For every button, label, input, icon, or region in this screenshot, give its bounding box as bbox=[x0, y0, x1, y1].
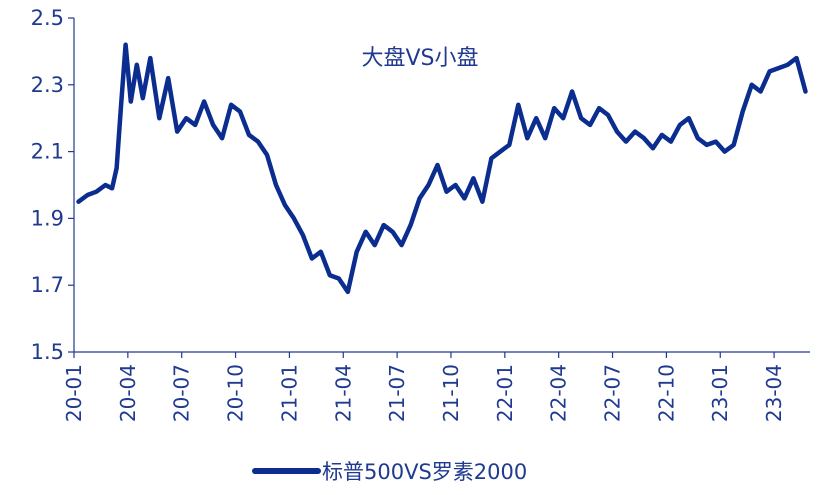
chart-annotation: 大盘VS小盘 bbox=[361, 46, 478, 71]
y-tick-label: 2.3 bbox=[31, 73, 64, 97]
series-layer bbox=[76, 42, 808, 295]
y-tick-label: 1.7 bbox=[31, 273, 64, 297]
x-tick-label: 21-10 bbox=[439, 364, 463, 422]
series-line bbox=[76, 42, 808, 295]
y-axis: 1.5 1.7 1.9 2.1 2.3 2.5 bbox=[31, 6, 75, 364]
x-tick-label: 22-01 bbox=[493, 364, 517, 422]
x-tick-label: 22-10 bbox=[654, 364, 678, 422]
legend-label: 标普500VS罗素2000 bbox=[322, 460, 527, 484]
x-tick-label: 20-07 bbox=[170, 364, 194, 422]
x-axis: 20-01 20-04 20-07 20-10 21-01 21-04 21-07 21-10… bbox=[62, 351, 810, 422]
y-tick-label: 1.9 bbox=[31, 206, 64, 230]
x-tick-label: 22-04 bbox=[547, 364, 571, 422]
x-tick-label: 21-04 bbox=[331, 364, 355, 422]
x-tick-label: 22-07 bbox=[601, 364, 625, 422]
legend: 标普500VS罗素2000 bbox=[252, 460, 527, 484]
x-tick-label: 21-07 bbox=[385, 364, 409, 422]
x-tick-label: 20-10 bbox=[224, 364, 248, 422]
y-tick-label: 2.1 bbox=[31, 140, 64, 164]
x-tick-label: 21-01 bbox=[277, 364, 301, 422]
y-tick-label: 1.5 bbox=[31, 340, 64, 364]
y-tick-label: 2.5 bbox=[31, 6, 64, 30]
x-tick-label: 23-04 bbox=[762, 364, 786, 422]
x-tick-label: 20-01 bbox=[62, 364, 86, 422]
x-tick-label: 20-04 bbox=[116, 364, 140, 422]
x-tick-label: 23-01 bbox=[708, 364, 732, 422]
